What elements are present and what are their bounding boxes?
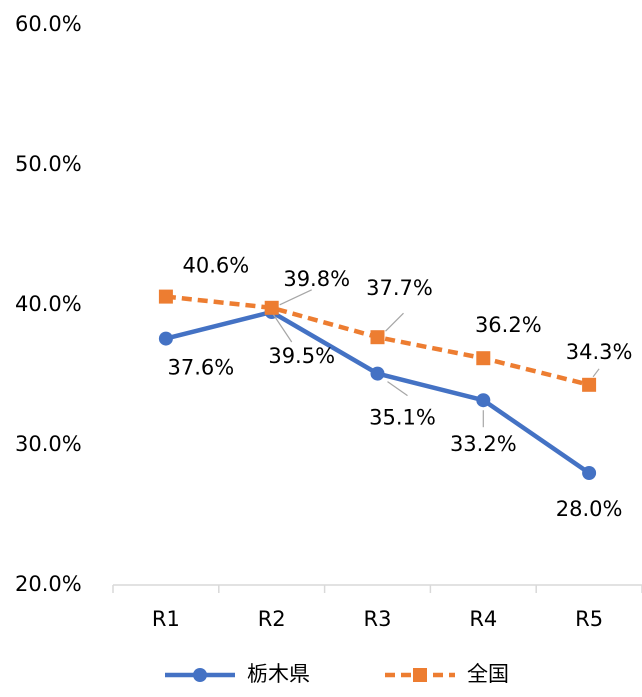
marker xyxy=(476,393,491,408)
data-label: 37.6% xyxy=(168,356,235,380)
y-tick-label: 20.0% xyxy=(15,572,82,596)
data-label: 39.5% xyxy=(268,344,335,368)
marker xyxy=(158,289,173,304)
marker xyxy=(370,330,385,345)
leader-line xyxy=(387,381,408,397)
x-tick-label: R4 xyxy=(469,607,497,631)
leader-line xyxy=(271,311,293,343)
x-tick-label: R2 xyxy=(258,607,286,631)
data-label: 35.1% xyxy=(369,406,436,430)
legend-label: 栃木県 xyxy=(247,662,310,686)
x-tick-label: R5 xyxy=(575,607,603,631)
data-label: 33.2% xyxy=(450,432,517,456)
x-tick-label: R3 xyxy=(364,607,392,631)
y-tick-label: 40.0% xyxy=(15,292,82,316)
marker xyxy=(158,331,173,346)
legend-label: 全国 xyxy=(467,662,509,686)
marker xyxy=(582,377,597,392)
marker xyxy=(370,366,385,381)
marker xyxy=(476,351,491,366)
marker xyxy=(264,300,279,315)
data-label: 40.6% xyxy=(183,254,250,278)
y-tick-label: 60.0% xyxy=(15,12,82,36)
y-tick-label: 50.0% xyxy=(15,152,82,176)
data-label: 36.2% xyxy=(475,313,542,337)
x-tick-label: R1 xyxy=(152,607,180,631)
legend-marker xyxy=(413,668,427,682)
leader-line xyxy=(279,289,312,306)
data-label: 37.7% xyxy=(366,276,433,300)
legend-marker xyxy=(193,668,207,682)
data-label: 34.3% xyxy=(566,340,633,364)
marker xyxy=(582,466,597,480)
leader-line xyxy=(592,368,600,378)
leader-line xyxy=(385,312,404,332)
y-tick-label: 30.0% xyxy=(15,432,82,456)
data-label: 39.8% xyxy=(283,267,350,291)
data-label: 28.0% xyxy=(556,497,623,521)
